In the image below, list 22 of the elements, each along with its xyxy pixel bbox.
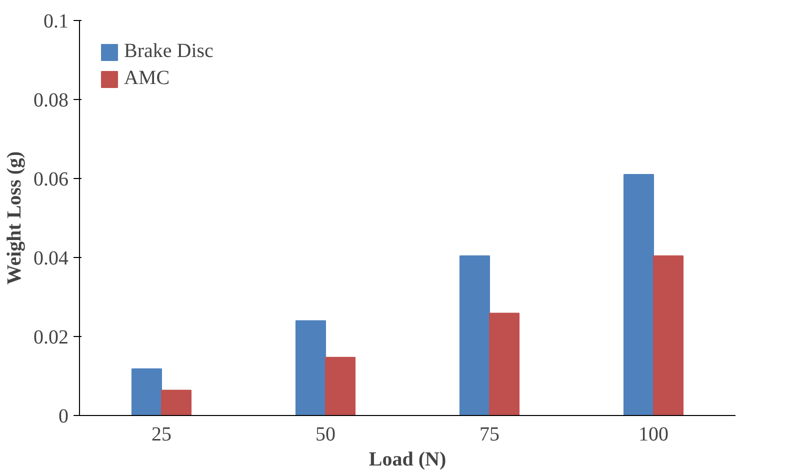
bar: [131, 368, 162, 416]
x-tick-label: 25: [152, 424, 172, 446]
x-axis-title: Load (N): [368, 448, 446, 470]
x-tick-label: 100: [638, 424, 668, 446]
bar: [325, 356, 356, 416]
bar: [623, 174, 654, 416]
legend-label: AMC: [124, 67, 170, 90]
y-tick-label: 0.1: [44, 10, 68, 32]
legend-label: Brake Disc: [124, 40, 214, 63]
bar: [161, 390, 192, 416]
x-tick-label: 50: [316, 424, 336, 446]
bar: [295, 320, 326, 416]
y-tick-label: 0.04: [34, 248, 68, 270]
x-tick-label: 75: [480, 424, 500, 446]
y-tick-label: 0: [58, 406, 68, 428]
y-tick-label: 0.06: [34, 168, 68, 190]
bar: [653, 255, 684, 416]
y-tick-label: 0.02: [34, 326, 68, 348]
y-axis-title: Weight Loss (g): [4, 151, 26, 285]
y-tick-label: 0.08: [34, 90, 68, 112]
bar: [459, 255, 490, 416]
bar: [489, 312, 520, 416]
